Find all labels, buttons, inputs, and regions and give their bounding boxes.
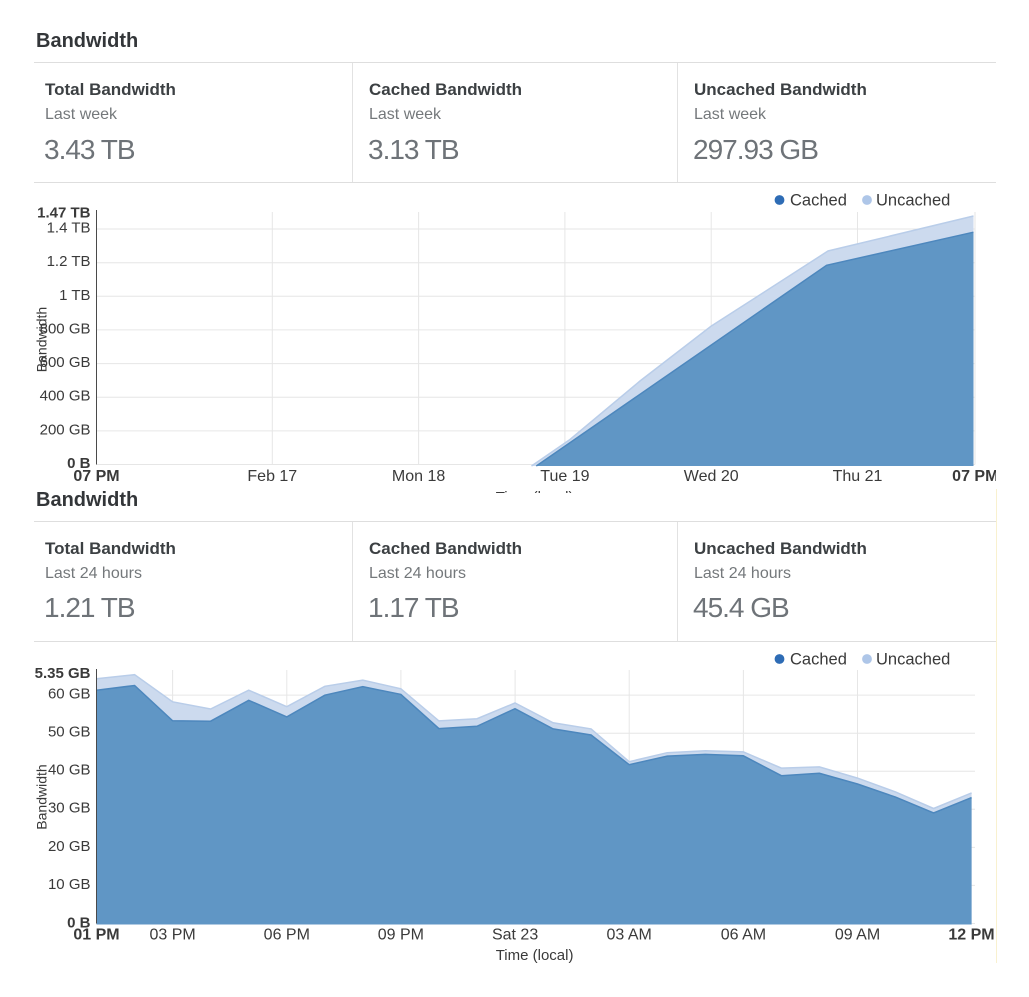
svg-text:Cached: Cached <box>790 191 847 209</box>
svg-text:Uncached: Uncached <box>876 650 950 668</box>
svg-text:Wed 20: Wed 20 <box>684 468 739 485</box>
svg-text:09 PM: 09 PM <box>378 927 424 944</box>
svg-text:65.35 GB: 65.35 GB <box>34 665 91 682</box>
svg-text:Time (local): Time (local) <box>496 489 574 493</box>
svg-text:Time (local): Time (local) <box>496 947 574 964</box>
svg-text:06 PM: 06 PM <box>264 927 310 944</box>
svg-text:800 GB: 800 GB <box>40 320 91 337</box>
svg-text:Uncached: Uncached <box>876 191 950 209</box>
svg-text:1.4 TB: 1.4 TB <box>47 220 91 237</box>
svg-text:40 GB: 40 GB <box>48 762 91 779</box>
svg-text:30 GB: 30 GB <box>48 800 91 817</box>
svg-text:200 GB: 200 GB <box>40 421 91 438</box>
svg-text:1 TB: 1 TB <box>59 287 90 304</box>
svg-text:600 GB: 600 GB <box>40 354 91 371</box>
svg-text:Bandwidth: Bandwidth <box>34 307 49 372</box>
svg-text:12 PM: 12 PM <box>948 927 994 944</box>
svg-text:Bandwidth: Bandwidth <box>34 764 49 829</box>
svg-text:Cached: Cached <box>790 650 847 668</box>
svg-text:1.2 TB: 1.2 TB <box>47 253 91 270</box>
svg-text:09 AM: 09 AM <box>835 927 880 944</box>
svg-text:20 GB: 20 GB <box>48 838 91 855</box>
svg-text:Mon 18: Mon 18 <box>392 468 445 485</box>
svg-text:Tue 19: Tue 19 <box>540 468 589 485</box>
svg-text:07 PM: 07 PM <box>952 468 996 485</box>
svg-text:400 GB: 400 GB <box>40 388 91 405</box>
svg-text:03 PM: 03 PM <box>149 927 195 944</box>
svg-text:1.47 TB: 1.47 TB <box>37 204 91 221</box>
svg-text:50 GB: 50 GB <box>48 724 91 741</box>
svg-text:07 PM: 07 PM <box>73 468 119 485</box>
svg-text:03 AM: 03 AM <box>607 927 652 944</box>
svg-text:0 B: 0 B <box>67 914 91 931</box>
svg-text:Sat 23: Sat 23 <box>492 927 538 944</box>
svg-text:60 GB: 60 GB <box>48 686 91 703</box>
svg-text:Feb 17: Feb 17 <box>247 468 297 485</box>
svg-text:01 PM: 01 PM <box>73 927 119 944</box>
svg-text:Thu 21: Thu 21 <box>833 468 883 485</box>
svg-text:0 B: 0 B <box>67 455 91 472</box>
svg-text:10 GB: 10 GB <box>48 876 91 893</box>
svg-text:06 AM: 06 AM <box>721 927 766 944</box>
